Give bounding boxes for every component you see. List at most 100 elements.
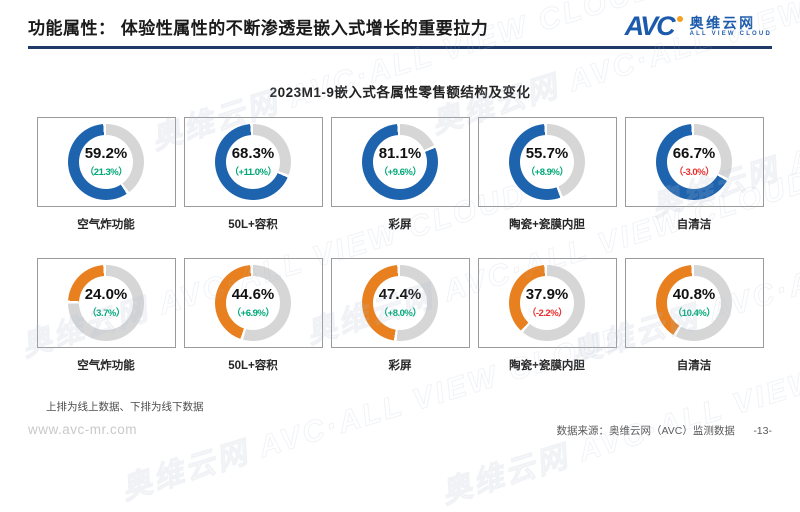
donut: 44.6% （+6.9%）: [215, 265, 291, 341]
donut-chart: 37.9% （-2.2%） 陶瓷+瓷膜内胆: [477, 258, 617, 373]
avc-logo-en: ALL VIEW CLOUD: [689, 30, 772, 37]
donut-hole: [520, 135, 574, 189]
donut-value: 81.1%: [378, 145, 422, 163]
avc-logo: AVC 奥维云网 ALL VIEW CLOUD: [624, 10, 772, 41]
donut-chart: 68.3% （+11.0%） 50L+容积: [183, 117, 323, 232]
avc-logo-text: AVC: [624, 10, 676, 41]
header-divider: [28, 46, 772, 49]
page-title: 功能属性： 体验性属性的不断渗透是嵌入式增长的重要拉力: [28, 18, 489, 38]
donut-value: 44.6%: [231, 286, 275, 304]
chart-area: 2023M1-9嵌入式各属性零售额结构及变化 59.2% （21.3%） 空气炸…: [0, 81, 800, 414]
data-source: 数据来源：奥维云网（AVC）监测数据: [556, 425, 735, 437]
donut-category-label: 自清洁: [676, 360, 712, 372]
donut-chart: 55.7% （+8.9%） 陶瓷+瓷膜内胆: [477, 117, 617, 232]
donut-change: （21.3%）: [84, 166, 128, 178]
donut-card: 81.1% （+9.6%）: [330, 117, 470, 207]
donut-hole: [226, 135, 280, 189]
website-url: www.avc-mr.com: [28, 422, 138, 437]
donut-change: （3.7%）: [87, 307, 125, 319]
page-number: -13-: [753, 425, 772, 437]
chart-row-offline: 24.0% （3.7%） 空气炸功能 44.6% （+6.9%） 50L+容积: [36, 258, 764, 373]
donut-category-label: 陶瓷+瓷膜内胆: [509, 360, 585, 372]
donut: 59.2% （21.3%）: [68, 124, 144, 200]
donut-hole: [226, 276, 280, 330]
donut-value: 55.7%: [525, 145, 569, 163]
chart-rows: 59.2% （21.3%） 空气炸功能 68.3% （+11.0%） 50L+容…: [36, 117, 764, 373]
avc-logo-name: 奥维云网 ALL VIEW CLOUD: [690, 15, 772, 38]
donut-change: （-2.2%）: [526, 307, 568, 319]
donut-hole: [667, 276, 721, 330]
donut-card: 55.7% （+8.9%）: [477, 117, 617, 207]
donut-hole: [79, 135, 133, 189]
donut: 81.1% （+9.6%）: [362, 124, 438, 200]
donut-value: 24.0%: [84, 286, 128, 304]
donut-card: 47.4% （+8.0%）: [330, 258, 470, 348]
donut-change: （10.4%）: [672, 307, 716, 319]
donut: 66.7% （-3.0%）: [656, 124, 732, 200]
donut-value: 66.7%: [672, 145, 716, 163]
donut-card: 37.9% （-2.2%）: [477, 258, 617, 348]
donut-change: （-3.0%）: [673, 166, 715, 178]
donut: 40.8% （10.4%）: [656, 265, 732, 341]
donut-change: （+8.9%）: [525, 166, 569, 178]
donut: 55.7% （+8.9%）: [509, 124, 585, 200]
donut-category-label: 彩屏: [388, 219, 412, 231]
donut-chart: 66.7% （-3.0%） 自清洁: [624, 117, 764, 232]
chart-note: 上排为线上数据、下排为线下数据: [46, 401, 204, 413]
donut-value: 40.8%: [672, 286, 716, 304]
donut-hole: [373, 135, 427, 189]
donut-center: 55.7% （+8.9%）: [509, 124, 585, 200]
donut-chart: 24.0% （3.7%） 空气炸功能: [36, 258, 176, 373]
donut: 24.0% （3.7%）: [68, 265, 144, 341]
donut-category-label: 自清洁: [676, 219, 712, 231]
donut-chart: 47.4% （+8.0%） 彩屏: [330, 258, 470, 373]
donut-hole: [520, 276, 574, 330]
donut-value: 68.3%: [231, 145, 275, 163]
donut-category-label: 50L+容积: [228, 360, 278, 372]
donut-hole: [79, 276, 133, 330]
donut-category-label: 彩屏: [388, 360, 412, 372]
donut-center: 68.3% （+11.0%）: [215, 124, 291, 200]
donut-card: 24.0% （3.7%）: [36, 258, 176, 348]
donut-chart: 44.6% （+6.9%） 50L+容积: [183, 258, 323, 373]
donut-card: 40.8% （10.4%）: [624, 258, 764, 348]
donut-change: （+8.0%）: [378, 307, 422, 319]
donut-center: 81.1% （+9.6%）: [362, 124, 438, 200]
donut-center: 40.8% （10.4%）: [656, 265, 732, 341]
donut-chart: 81.1% （+9.6%） 彩屏: [330, 117, 470, 232]
donut: 37.9% （-2.2%）: [509, 265, 585, 341]
donut-center: 47.4% （+8.0%）: [362, 265, 438, 341]
donut-value: 37.9%: [525, 286, 569, 304]
donut-card: 44.6% （+6.9%）: [183, 258, 323, 348]
donut-change: （+6.9%）: [231, 307, 275, 319]
donut-change: （+9.6%）: [378, 166, 422, 178]
donut: 47.4% （+8.0%）: [362, 265, 438, 341]
donut-category-label: 陶瓷+瓷膜内胆: [509, 219, 585, 231]
avc-logo-cn: 奥维云网: [689, 14, 756, 31]
donut-card: 68.3% （+11.0%）: [183, 117, 323, 207]
donut-card: 59.2% （21.3%）: [36, 117, 176, 207]
donut-value: 59.2%: [84, 145, 128, 163]
donut-card: 66.7% （-3.0%）: [624, 117, 764, 207]
donut-center: 66.7% （-3.0%）: [656, 124, 732, 200]
donut-category-label: 空气炸功能: [77, 360, 135, 372]
footer: www.avc-mr.com 数据来源：奥维云网（AVC）监测数据 -13-: [28, 421, 772, 439]
donut: 68.3% （+11.0%）: [215, 124, 291, 200]
donut-center: 44.6% （+6.9%）: [215, 265, 291, 341]
donut-hole: [373, 276, 427, 330]
footer-right: 数据来源：奥维云网（AVC）监测数据 -13-: [557, 421, 772, 439]
donut-value: 47.4%: [378, 286, 422, 304]
donut-center: 37.9% （-2.2%）: [509, 265, 585, 341]
donut-center: 59.2% （21.3%）: [68, 124, 144, 200]
donut-center: 24.0% （3.7%）: [68, 265, 144, 341]
header: 功能属性： 体验性属性的不断渗透是嵌入式增长的重要拉力 AVC 奥维云网 ALL…: [0, 0, 800, 46]
chart-row-online: 59.2% （21.3%） 空气炸功能 68.3% （+11.0%） 50L+容…: [36, 117, 764, 232]
donut-category-label: 50L+容积: [228, 219, 278, 231]
donut-chart: 59.2% （21.3%） 空气炸功能: [36, 117, 176, 232]
donut-chart: 40.8% （10.4%） 自清洁: [624, 258, 764, 373]
donut-change: （+11.0%）: [229, 166, 277, 178]
avc-logo-dot-icon: [676, 16, 683, 22]
chart-title: 2023M1-9嵌入式各属性零售额结构及变化: [269, 85, 531, 100]
donut-hole: [667, 135, 721, 189]
